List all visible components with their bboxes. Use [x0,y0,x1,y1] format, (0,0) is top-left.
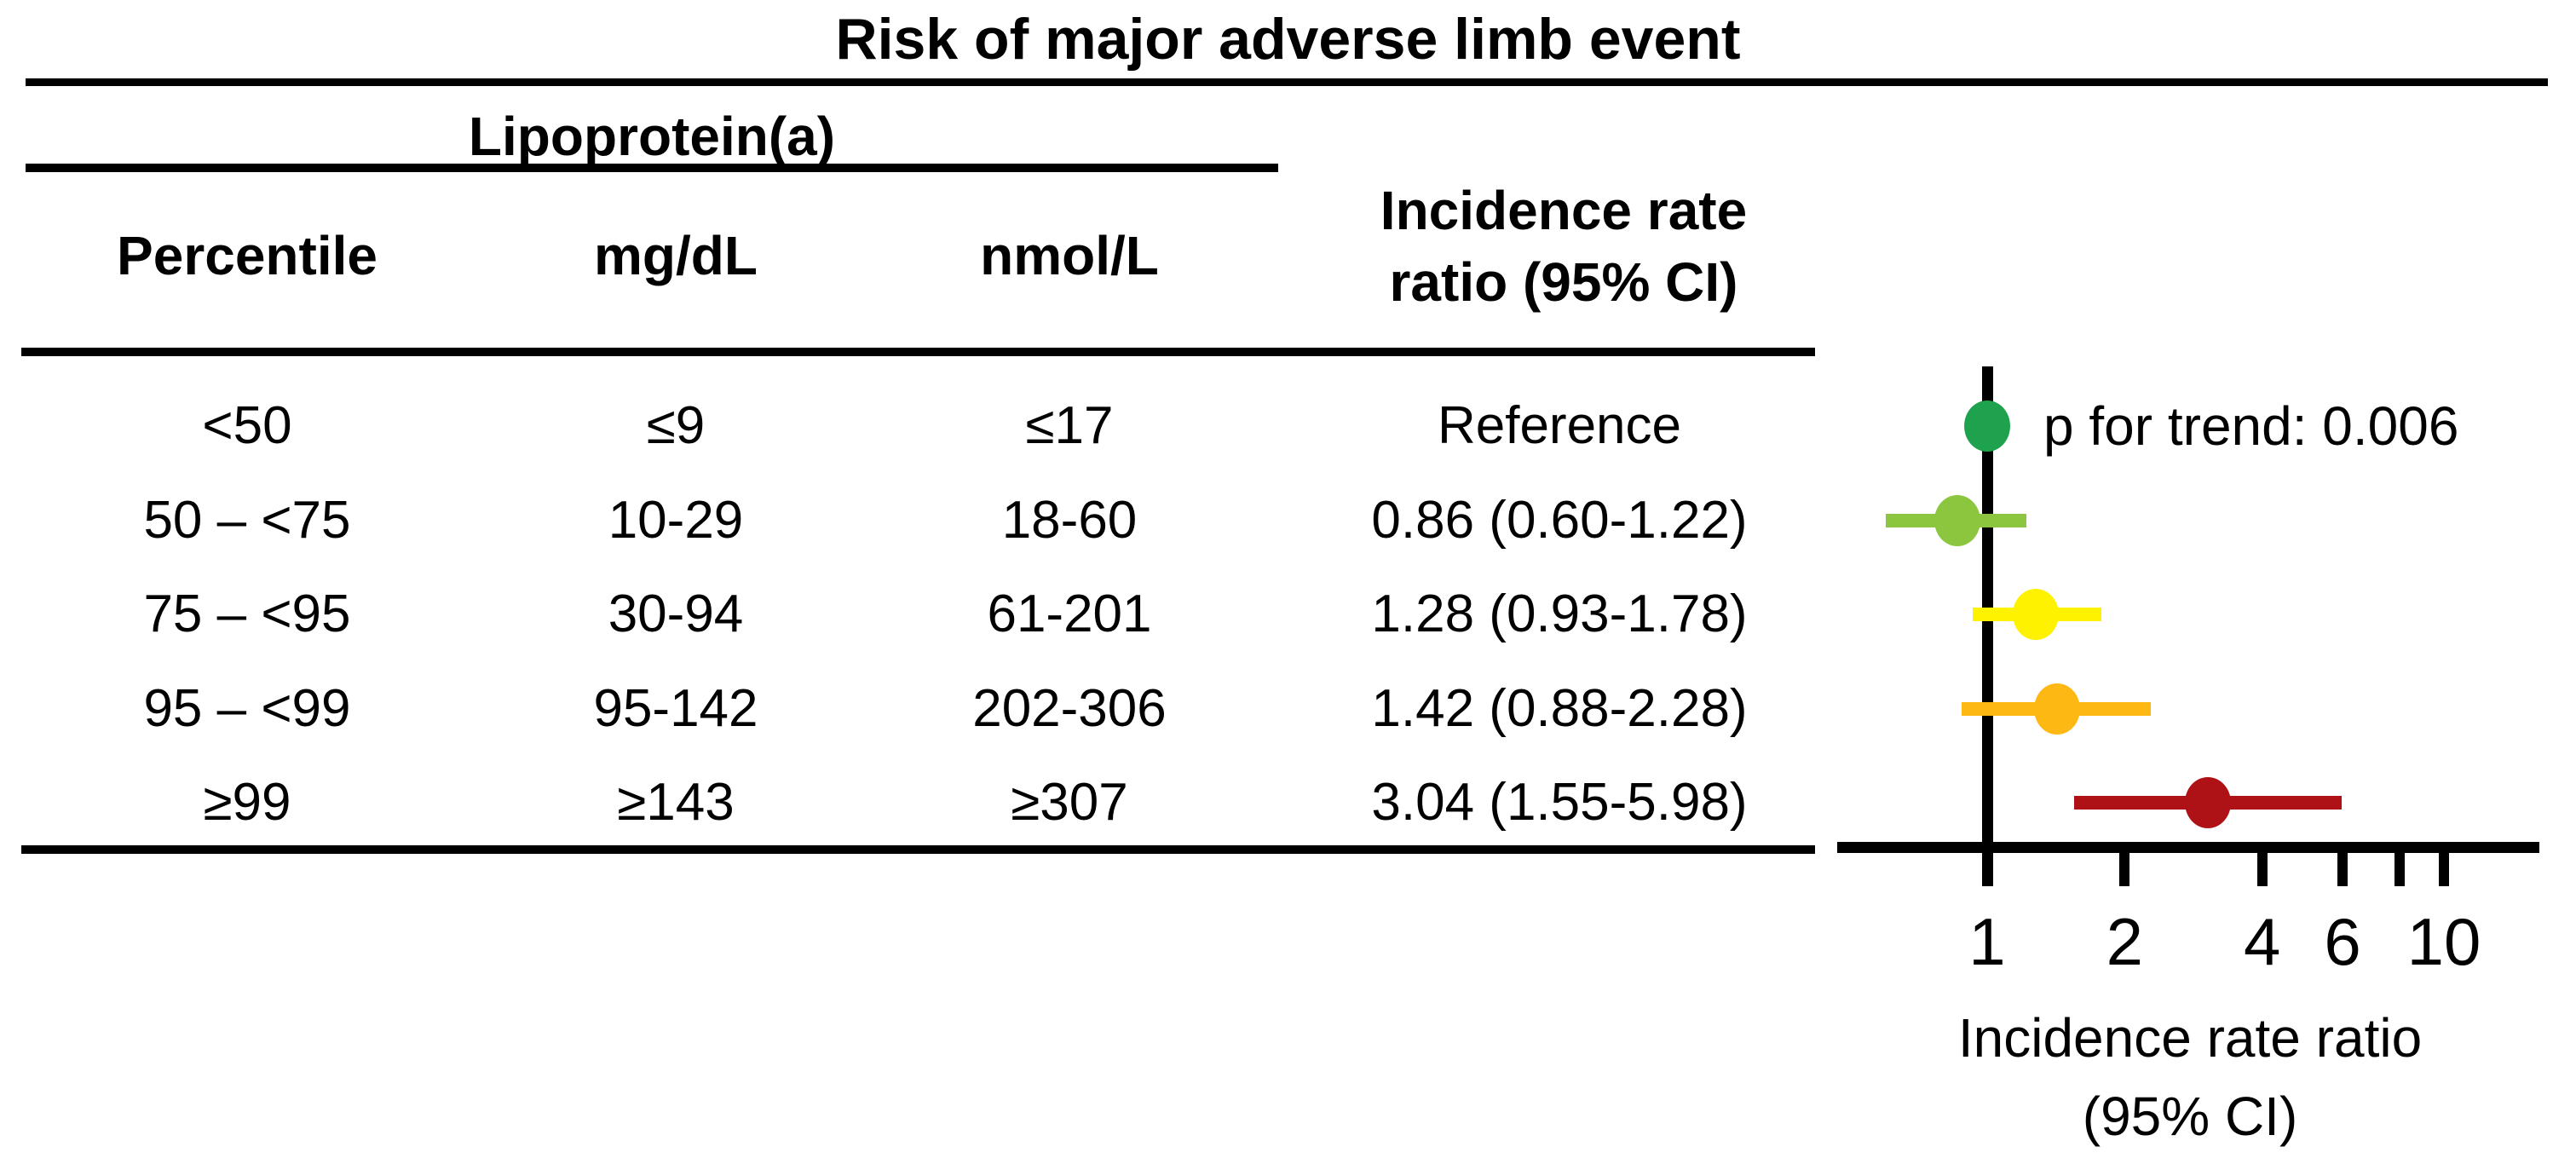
table-header-rule [21,348,1815,356]
table-cell-nmol_l-row4: 202-306 [972,678,1167,738]
x-axis-title: Incidence rate ratio (95% CI) [1841,999,2539,1155]
column-header-nmoll: nmol/L [980,225,1159,286]
table-cell-irr-row4: 1.42 (0.88-2.28) [1371,678,1748,738]
x-axis-tick-2 [2119,847,2130,886]
table-cell-irr-row3: 1.28 (0.93-1.78) [1371,585,1748,643]
lipoprotein-group-rule [26,164,1278,172]
x-axis-tick-10 [2439,847,2449,886]
x-axis-tick-label-2: 2 [2106,904,2144,979]
top-rule [26,78,2548,86]
table-cell-nmol_l-row5: ≥307 [1011,773,1128,832]
table-cell-percentile-row4: 95 – <99 [143,678,351,738]
x-axis-tick-6 [2337,847,2348,886]
table-cell-mg_dl-row1: ≤9 [646,396,706,455]
table-cell-percentile-row2: 50 – <75 [143,490,351,550]
x-axis-tick-1 [1982,847,1992,886]
point-estimate-row1-reference [1964,400,2010,452]
x-axis-tick-label-6: 6 [2324,904,2361,979]
table-cell-mg_dl-row3: 30-94 [608,585,744,643]
table-bottom-rule [21,845,1815,854]
lipoprotein-group-header: Lipoprotein(a) [468,106,836,167]
table-cell-percentile-row3: 75 – <95 [143,585,351,643]
irr-header-line2: ratio (95% CI) [1389,251,1738,313]
table-cell-nmol_l-row1: ≤17 [1025,396,1114,455]
x-axis-tick-label-4: 4 [2244,904,2281,979]
x-axis-title-line2: (95% CI) [2082,1086,2298,1147]
table-cell-nmol_l-row3: 61-201 [987,585,1152,643]
table-cell-mg_dl-row4: 95-142 [593,678,758,738]
column-header-incidence-rate-ratio: Incidence rate ratio (95% CI) [1325,175,1802,318]
column-header-mgdl: mg/dL [594,225,758,286]
table-cell-percentile-row5: ≥99 [203,773,291,832]
x-axis-tick-label-1: 1 [1968,904,2006,979]
table-cell-nmol_l-row2: 18-60 [1001,490,1138,550]
table-cell-mg_dl-row2: 10-29 [608,490,744,550]
reference-line [1981,366,1993,886]
table-cell-irr-row1: Reference [1437,396,1682,455]
table-cell-mg_dl-row5: ≥143 [617,773,735,832]
x-axis-tick-4 [2256,847,2268,886]
point-estimate-row5 [2184,777,2231,828]
x-axis-tick-label-10: 10 [2406,904,2481,979]
p-for-trend-annotation: p for trend: 0.006 [2043,395,2459,457]
point-estimate-row4 [2033,683,2080,735]
table-cell-irr-row2: 0.86 (0.60-1.22) [1371,490,1748,550]
irr-header-line1: Incidence rate [1380,180,1748,241]
point-estimate-row3 [2013,589,2060,640]
x-axis-line [1837,841,2539,853]
figure-title: Risk of major adverse limb event [835,7,1741,72]
x-axis-tick-8 [2394,847,2406,886]
table-cell-percentile-row1: <50 [202,396,292,455]
point-estimate-row2 [1933,494,1980,546]
column-header-percentile: Percentile [117,225,377,286]
x-axis-title-line1: Incidence rate ratio [1957,1007,2423,1069]
table-cell-irr-row5: 3.04 (1.55-5.98) [1371,773,1748,832]
